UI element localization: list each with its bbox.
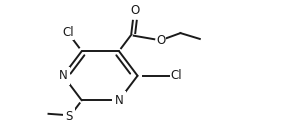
Text: O: O [130, 4, 139, 17]
Text: Cl: Cl [62, 26, 74, 39]
Text: Cl: Cl [170, 69, 182, 82]
Text: O: O [156, 34, 166, 47]
Text: N: N [114, 94, 123, 107]
Text: N: N [59, 69, 68, 82]
Text: S: S [66, 110, 73, 123]
